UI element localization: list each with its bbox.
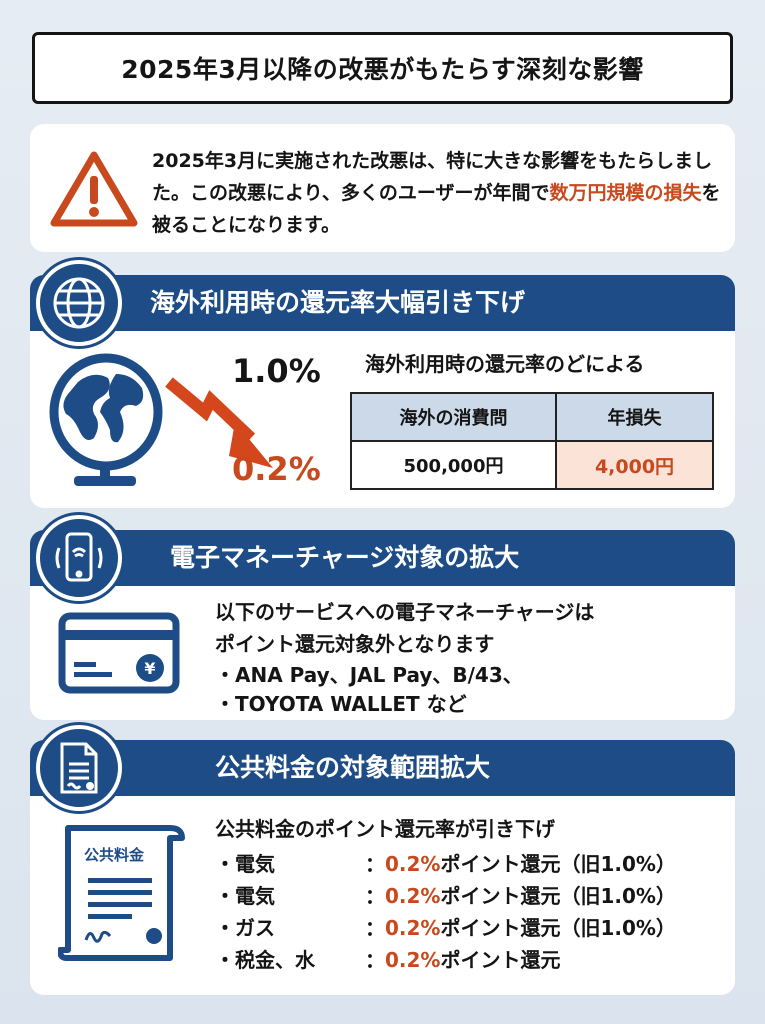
- svg-text:¥: ¥: [144, 659, 155, 678]
- new-rate: 0.2%: [232, 450, 321, 488]
- intro-text-main: 2025年3月に実施された改悪は、特に大きな影響をもたらしました。この改悪により…: [152, 150, 713, 204]
- section-header: 電子マネーチャージ対象の拡大: [30, 530, 735, 586]
- utility-bill-icon: 公共料金: [58, 820, 186, 968]
- description-line: 以下のサービスへの電子マネーチャージは: [215, 600, 595, 624]
- table-cell: 500,000円: [350, 440, 557, 490]
- table-cell: 4,000円: [555, 440, 714, 490]
- globe-stand-icon: [49, 353, 163, 486]
- emoney-description: 以下のサービスへの電子マネーチャージは ポイント還元対象外となります ・ANA …: [215, 596, 594, 718]
- list-item: ・税金、水 ：0.2%ポイント還元: [215, 948, 561, 972]
- list-item: ・ANA Pay、JAL Pay、B/43、: [215, 663, 523, 687]
- bill-label: 公共料金: [84, 846, 145, 864]
- intro-text-end: を被ることになります。: [152, 182, 721, 236]
- list-item: ・TOYOTA WALLET など: [215, 692, 467, 716]
- intro-card: [30, 124, 735, 252]
- intro-text: 2025年3月に実施された改悪は、特に大きな影響をもたらしました。この改悪により…: [152, 145, 722, 241]
- card-yen-icon: ¥: [58, 612, 180, 694]
- loss-table: 海外の消費問 年損失 500,000円 4,000円: [350, 392, 714, 490]
- section-title: 海外利用時の還元率大幅引き下げ: [150, 288, 526, 317]
- section-title: 電子マネーチャージ対象の拡大: [170, 543, 520, 572]
- utilities-list: ・電気 ：0.2%ポイント還元（旧1.0%） ・電気 ：0.2%ポイント還元（旧1.…: [215, 848, 676, 976]
- down-arrow-icon: [165, 377, 273, 468]
- table-header: 年損失: [555, 392, 714, 442]
- section-header: 公共料金の対象範囲拡大: [30, 740, 735, 796]
- description-line: ポイント還元対象外となります: [215, 632, 495, 656]
- section-header: 海外利用時の還元率大幅引き下げ: [30, 275, 735, 331]
- table-caption: 海外利用時の還元率のどによる: [365, 352, 645, 376]
- document-icon: [36, 725, 122, 811]
- table-header: 海外の消費問: [350, 392, 557, 442]
- list-item: ・電気 ：0.2%ポイント還元（旧1.0%）: [215, 884, 676, 908]
- warning-icon: [50, 151, 138, 227]
- section-title: 公共料金の対象範囲拡大: [215, 753, 491, 782]
- list-item: ・ガス ：0.2%ポイント還元（旧1.0%）: [215, 916, 676, 940]
- old-rate: 1.0%: [232, 352, 321, 390]
- page-title: 2025年3月以降の改悪がもたらす深刻な影響: [32, 32, 733, 104]
- globe-icon: [36, 260, 122, 346]
- table-row: 500,000円 4,000円: [350, 440, 714, 490]
- intro-highlight: 数万円規模の損失: [549, 182, 702, 204]
- smartphone-nfc-icon: [36, 515, 122, 601]
- utilities-lead: 公共料金のポイント還元率が引き下げ: [215, 817, 555, 841]
- list-item: ・電気 ：0.2%ポイント還元（旧1.0%）: [215, 852, 676, 876]
